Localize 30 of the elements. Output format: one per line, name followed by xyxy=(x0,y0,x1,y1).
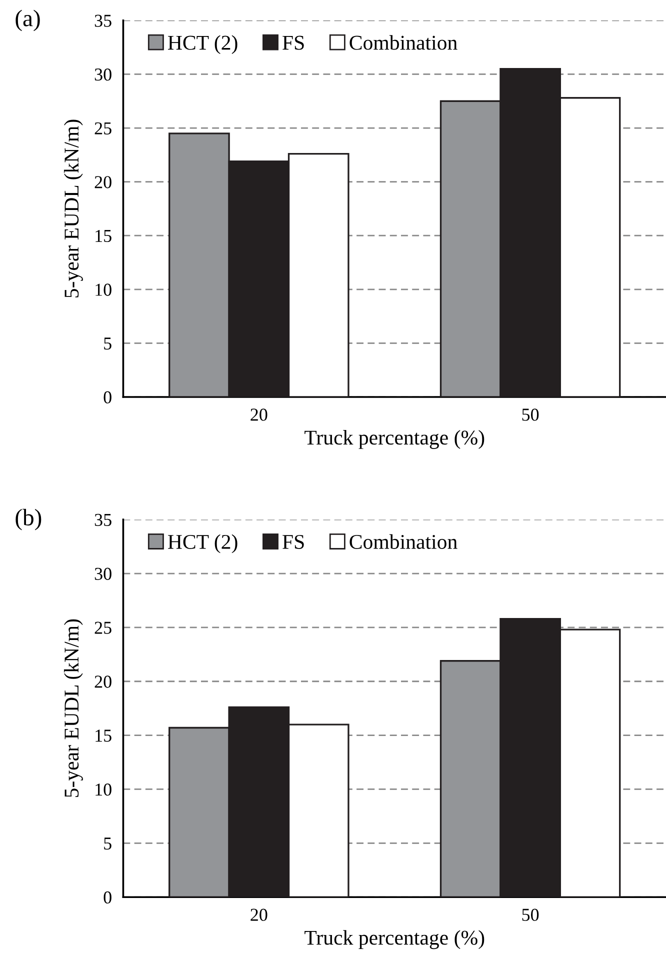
y-tick-label: 0 xyxy=(104,891,112,904)
y-tick-label: 20 xyxy=(94,676,112,688)
y-axis-title: 5-year EUDL (kN/m) xyxy=(64,120,83,298)
y-tick-label: 10 xyxy=(96,284,112,296)
x-tick-label: 50 xyxy=(522,908,539,921)
y-tick-label: 0 xyxy=(104,391,112,404)
y-tick-label: 15 xyxy=(96,230,112,242)
y-tick-label: 15 xyxy=(96,730,112,742)
legend-label: FS xyxy=(282,534,304,549)
legend-label: FS xyxy=(282,36,304,50)
y-tick-label: 35 xyxy=(94,514,112,526)
y-tick-label: 35 xyxy=(94,14,112,27)
y-tick-label: 5 xyxy=(104,838,112,850)
chart-title: (a) xyxy=(16,10,40,32)
y-axis-title: 5-year EUDL (kN/m) xyxy=(64,619,83,797)
y-tick-label: 25 xyxy=(94,622,112,634)
legend-label: Combination xyxy=(350,35,458,50)
x-tick-label: 50 xyxy=(522,408,539,421)
chart-title: (b) xyxy=(16,508,42,530)
legend-label: HCT (2) xyxy=(168,35,238,54)
y-tick-label: 30 xyxy=(94,568,112,580)
y-tick-label: 5 xyxy=(104,338,112,350)
y-tick-label: 20 xyxy=(94,176,112,188)
x-axis-title: Truck percentage (%) xyxy=(304,430,484,449)
legend-label: Combination xyxy=(350,534,458,549)
y-tick-label: 25 xyxy=(94,122,112,134)
y-tick-label: 10 xyxy=(96,784,112,796)
x-axis-title: Truck percentage (%) xyxy=(304,930,484,950)
legend-label: HCT (2) xyxy=(168,534,238,554)
y-tick-label: 30 xyxy=(94,68,112,81)
